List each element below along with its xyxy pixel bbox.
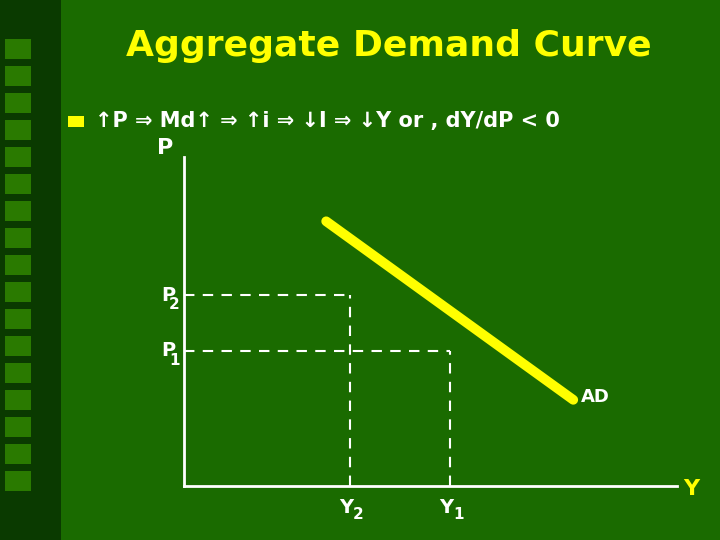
Bar bbox=[5, 444, 30, 464]
Bar bbox=[5, 417, 30, 437]
Text: Y: Y bbox=[439, 498, 453, 517]
Text: 2: 2 bbox=[169, 298, 180, 312]
Bar bbox=[5, 390, 30, 410]
Bar bbox=[5, 201, 30, 221]
Bar bbox=[5, 120, 30, 140]
Bar bbox=[5, 309, 30, 329]
Bar bbox=[5, 228, 30, 248]
Text: P: P bbox=[158, 138, 174, 159]
Text: 2: 2 bbox=[354, 507, 364, 522]
Text: Y: Y bbox=[683, 478, 699, 499]
Text: Aggregate Demand Curve: Aggregate Demand Curve bbox=[126, 29, 652, 63]
Bar bbox=[5, 66, 30, 86]
Bar bbox=[68, 116, 84, 127]
Bar bbox=[5, 363, 30, 383]
Text: Y: Y bbox=[339, 498, 354, 517]
Text: 1: 1 bbox=[169, 353, 180, 368]
Text: AD: AD bbox=[580, 388, 609, 406]
Bar bbox=[5, 336, 30, 356]
Bar bbox=[5, 39, 30, 59]
Text: P: P bbox=[161, 286, 175, 305]
Text: P: P bbox=[161, 341, 175, 360]
Bar bbox=[5, 471, 30, 491]
Bar bbox=[5, 174, 30, 194]
Bar bbox=[0, 0, 61, 540]
Bar bbox=[5, 147, 30, 167]
Text: 1: 1 bbox=[453, 507, 464, 522]
Bar bbox=[5, 93, 30, 113]
Text: ↑P ⇒ Md↑ ⇒ ↑i ⇒ ↓I ⇒ ↓Y or , dY/dP < 0: ↑P ⇒ Md↑ ⇒ ↑i ⇒ ↓I ⇒ ↓Y or , dY/dP < 0 bbox=[95, 111, 560, 132]
Bar bbox=[5, 282, 30, 302]
Bar bbox=[5, 255, 30, 275]
